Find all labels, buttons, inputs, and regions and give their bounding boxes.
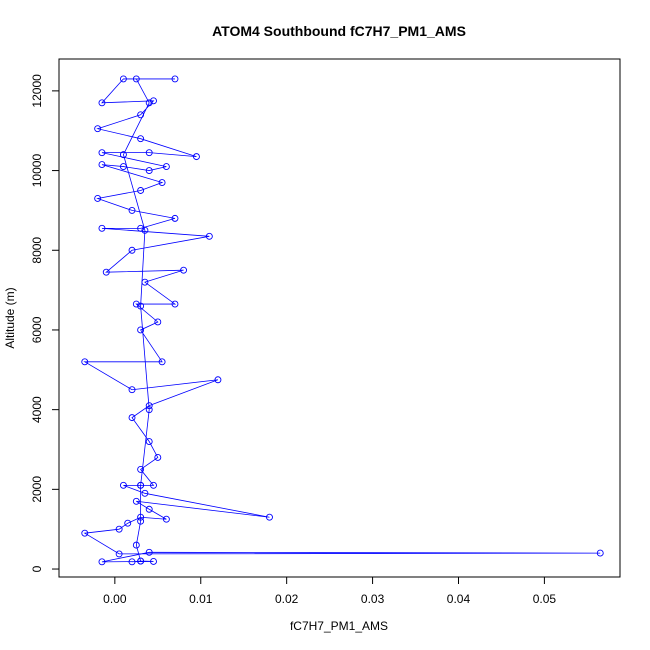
data-point [115, 525, 123, 533]
data-point [137, 302, 145, 310]
data-point [98, 149, 106, 157]
y-tick-label: 6000 [30, 316, 44, 343]
data-point [193, 153, 200, 161]
data-point [132, 300, 140, 308]
data-point [171, 214, 179, 222]
data-point [128, 206, 136, 214]
data-point [154, 454, 162, 461]
data-point [145, 406, 153, 414]
y-tick-label: 0 [30, 565, 44, 572]
data-point [145, 402, 153, 410]
data-point [98, 99, 106, 107]
plot-area [81, 75, 604, 566]
data-point [141, 278, 149, 286]
y-tick-label: 10000 [30, 154, 44, 188]
x-tick-label: 0.02 [275, 592, 299, 606]
data-point [145, 99, 153, 107]
data-point [137, 481, 145, 489]
data-point [145, 548, 153, 556]
data-point [162, 515, 170, 523]
data-point [137, 465, 145, 473]
data-point [171, 300, 179, 308]
data-point [180, 266, 188, 274]
data-point [81, 358, 89, 366]
data-point [132, 75, 140, 83]
data-point [145, 505, 153, 513]
data-point [158, 179, 166, 186]
data-point [98, 558, 106, 566]
data-point [132, 541, 140, 549]
data-point [94, 195, 102, 202]
y-tick-label: 8000 [30, 237, 44, 264]
x-tick-label: 0.05 [533, 592, 557, 606]
x-axis: 0.00 0.01 0.02 0.03 0.04 0.05 [103, 576, 557, 606]
data-point [145, 167, 153, 175]
y-tick-label: 2000 [30, 476, 44, 503]
data-point [150, 558, 157, 565]
data-point [154, 318, 162, 326]
data-point [132, 497, 140, 505]
data-point [94, 125, 102, 133]
x-tick-label: 0.04 [447, 592, 471, 606]
data-point [137, 111, 145, 119]
data-point [102, 268, 110, 276]
data-point [137, 326, 145, 334]
x-tick-label: 0.00 [103, 592, 127, 606]
data-point [145, 438, 153, 445]
data-point [119, 151, 127, 159]
data-point [596, 549, 604, 557]
data-point [137, 517, 145, 525]
data-point [137, 557, 145, 565]
data-point [150, 97, 157, 105]
data-point [119, 481, 127, 489]
x-tick-label: 0.03 [361, 592, 385, 606]
data-point [214, 376, 222, 384]
data-point [128, 558, 136, 566]
data-point [119, 75, 127, 83]
y-tick-label: 4000 [30, 396, 44, 423]
data-point [119, 163, 127, 171]
data-point [141, 226, 149, 234]
data-point [162, 163, 170, 171]
data-point [128, 386, 136, 394]
data-point [128, 414, 136, 422]
data-point [158, 358, 166, 366]
data-point [205, 232, 213, 240]
data-point [115, 550, 123, 558]
data-point [98, 224, 106, 232]
x-tick-label: 0.01 [189, 592, 213, 606]
data-point [145, 149, 153, 157]
y-tick-label: 12000 [30, 74, 44, 108]
data-point [137, 187, 145, 194]
data-point [266, 513, 273, 521]
y-axis-label: Altitude (m) [3, 287, 17, 348]
data-point [137, 135, 145, 143]
data-point [128, 246, 136, 254]
data-point [141, 489, 149, 497]
data-point [98, 161, 106, 169]
series-line [83, 78, 601, 563]
data-point [171, 75, 179, 83]
x-axis-label: fC7H7_PM1_AMS [290, 619, 388, 633]
data-point [137, 513, 145, 521]
data-point [150, 481, 157, 489]
data-point [137, 224, 145, 232]
chart-title: ATOM4 Southbound fC7H7_PM1_AMS [212, 23, 466, 39]
y-axis: 0 2000 4000 6000 8000 10000 12000 [30, 74, 60, 572]
data-point [124, 519, 132, 527]
data-point [81, 529, 89, 537]
